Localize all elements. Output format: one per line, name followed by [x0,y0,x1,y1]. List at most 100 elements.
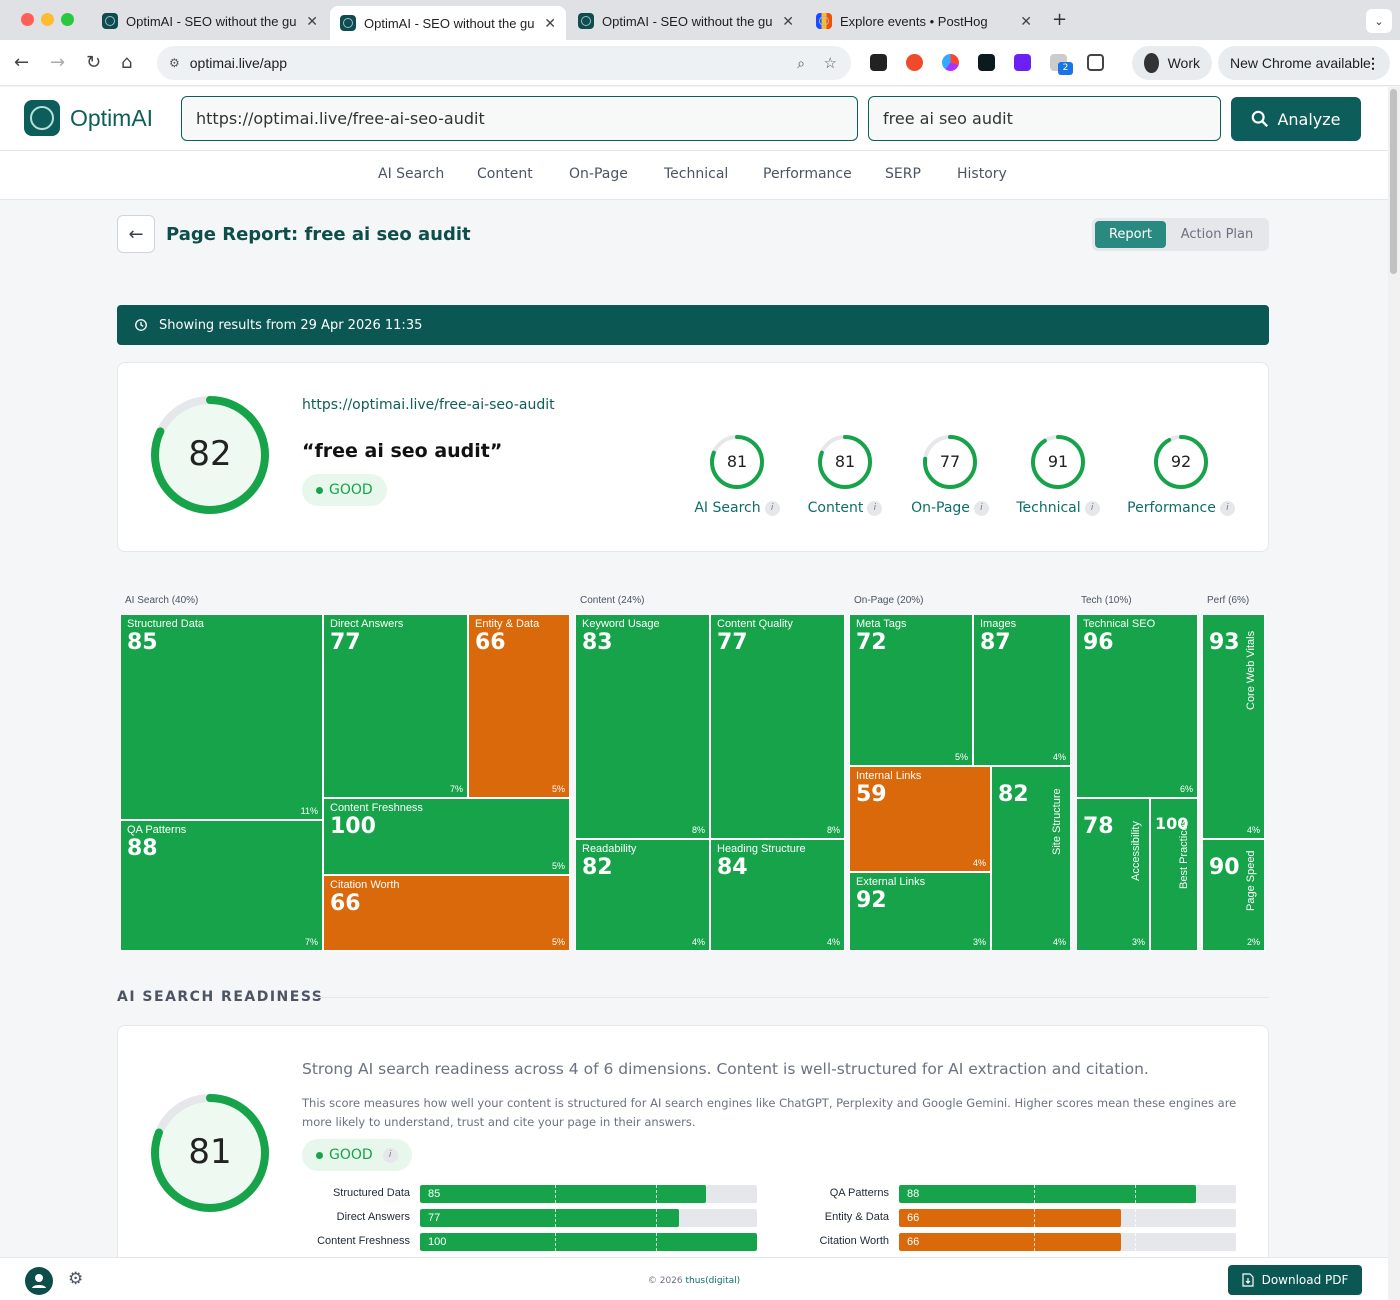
grade-badge: GOOD [302,474,387,506]
logo-text[interactable]: OptimAI [70,105,154,131]
treemap-cell-content-freshness[interactable]: Content Freshness 100 5% [323,798,570,875]
treemap-cell-qa-patterns[interactable]: QA Patterns 88 7% [120,820,323,951]
treemap-name: Direct Answers [330,618,404,630]
treemap-score: 87 [980,630,1011,655]
treemap-name: Content Quality [717,618,793,630]
treemap-cell-readability[interactable]: Readability 82 4% [575,839,710,951]
browser-tab[interactable]: OptimAI - SEO without the gu ✕ [92,6,328,36]
treemap-cell-images[interactable]: Images 87 4% [973,614,1071,766]
keyword-input[interactable]: free ai seo audit [868,96,1221,141]
info-icon[interactable]: i [1084,500,1100,516]
treemap-weight: 3% [1131,937,1145,947]
menu-kebab-icon[interactable]: ⋮ [1366,54,1380,71]
info-icon[interactable]: i [973,500,989,516]
dimension-fill [899,1209,1122,1227]
nav-history[interactable]: History [957,166,1007,182]
dimension-label: Citation Worth [819,1235,890,1247]
extension-purple-icon[interactable] [1014,54,1031,71]
treemap-cell-meta-tags[interactable]: Meta Tags 72 5% [849,614,973,766]
section-nav: AI Search Content On-Page Technical Perf… [0,151,1388,200]
treemap-cell-page-speed[interactable]: 90 Page Speed 2% [1202,839,1265,951]
reload-icon[interactable]: ↻ [86,52,102,73]
report-tab[interactable]: Report [1095,221,1166,248]
profile-button[interactable]: Work [1132,46,1212,80]
treemap-cell-external-links[interactable]: External Links 92 3% [849,872,991,951]
close-tab-icon[interactable]: ✕ [544,14,556,31]
extension-clickup-icon[interactable] [942,54,959,71]
back-button[interactable]: ← [117,215,155,253]
new-tab-icon[interactable]: + [1052,9,1068,30]
site-info-icon[interactable]: ⚙ [169,56,180,70]
info-icon[interactable]: i [382,1147,398,1163]
extension-robot-icon[interactable] [870,54,887,71]
nav-technical[interactable]: Technical [664,166,729,182]
treemap-cell-structured-data[interactable]: Structured Data 85 11% [120,614,323,820]
close-tab-icon[interactable]: ✕ [306,12,318,29]
close-tab-icon[interactable]: ✕ [782,12,794,29]
treemap-name: Content Freshness [330,802,423,814]
browser-tab-active[interactable]: OptimAI - SEO without the gu ✕ [330,6,566,40]
forward-arrow-icon[interactable]: → [50,52,66,73]
info-icon[interactable]: i [764,500,780,516]
overall-score: 82 [188,434,232,474]
bookmark-star-icon[interactable]: ☆ [823,55,837,72]
brand-link[interactable]: thus(digital) [685,1276,741,1286]
zoom-icon[interactable]: ⌕ [797,54,805,71]
extension-chatgpt-icon[interactable] [978,54,995,71]
treemap-cell-citation-worth[interactable]: Citation Worth 66 5% [323,875,570,951]
minimize-window-button[interactable] [41,13,54,26]
treemap-cell-technical-seo[interactable]: Technical SEO 96 6% [1076,614,1198,798]
treemap-cell-keyword-usage[interactable]: Keyword Usage 83 8% [575,614,710,839]
close-tab-icon[interactable]: ✕ [1020,12,1032,29]
treemap-cell-best-practices[interactable]: 100 Best Practices [1150,798,1198,951]
app-header: OptimAI https://optimai.live/free-ai-seo… [0,87,1388,151]
optimai-logo-icon[interactable] [24,100,60,136]
extensions-puzzle-icon[interactable] [1087,54,1104,71]
treemap-name: Structured Data [127,618,205,630]
treemap-cell-direct-answers[interactable]: Direct Answers 77 7% [323,614,468,798]
extension-plus-icon[interactable] [906,54,923,71]
analyze-button[interactable]: Analyze [1231,97,1361,141]
treemap-weight: 4% [826,937,840,947]
maximize-window-button[interactable] [61,13,74,26]
home-icon[interactable]: ⌂ [121,52,133,73]
browser-tab[interactable]: OptimAI - SEO without the gu ✕ [568,6,804,36]
settings-gear-icon[interactable]: ⚙ [68,1269,84,1289]
treemap-cell-internal-links[interactable]: Internal Links 59 4% [849,766,991,872]
page-title: Page Report: free ai seo audit [166,224,471,245]
status-dot-icon [316,1151,323,1159]
treemap-weight: 4% [691,937,705,947]
treemap-weight: 7% [304,937,318,947]
address-bar[interactable]: ⚙ optimai.live/app ⌕ ☆ [157,46,851,80]
nav-on-page[interactable]: On-Page [569,166,628,182]
nav-serp[interactable]: SERP [885,166,921,182]
url-input[interactable]: https://optimai.live/free-ai-seo-audit [181,96,858,141]
action-plan-tab[interactable]: Action Plan [1180,227,1254,242]
user-avatar-icon[interactable] [25,1267,53,1295]
chrome-update-button[interactable]: New Chrome available ⋮ [1218,46,1390,80]
page-scrollbar[interactable] [1388,87,1400,1300]
treemap-weight: 5% [551,861,565,871]
history-clock-icon [135,319,147,331]
treemap-cell-entity-data[interactable]: Entity & Data 66 5% [468,614,570,798]
nav-content[interactable]: Content [477,166,533,182]
nav-performance[interactable]: Performance [763,166,852,182]
treemap-cell-heading-structure[interactable]: Heading Structure 84 4% [710,839,845,951]
nav-ai-search[interactable]: AI Search [378,166,445,182]
close-window-button[interactable] [21,13,34,26]
browser-tab[interactable]: Explore events • PostHog ✕ [806,6,1042,36]
dimension-bar-structured-data: Structured Data 85 [333,1185,757,1203]
treemap-cell-accessibility[interactable]: 78 Accessibility 3% [1076,798,1150,951]
treemap-cell-core-web-vitals[interactable]: 93 Core Web Vitals 4% [1202,614,1265,839]
ai-headline: Strong AI search readiness across 4 of 6… [302,1060,1149,1078]
treemap-cell-content-quality[interactable]: Content Quality 77 8% [710,614,845,839]
treemap-cell-site-structure[interactable]: 82 Site Structure 4% [991,766,1071,951]
info-icon[interactable]: i [867,500,883,516]
tab-search-chevron-icon[interactable]: ⌄ [1366,9,1392,33]
scrollbar-thumb[interactable] [1390,89,1397,274]
info-icon[interactable]: i [1219,500,1235,516]
back-arrow-icon[interactable]: ← [14,52,30,73]
extension-badge: 2 [1058,62,1073,75]
download-pdf-button[interactable]: Download PDF [1228,1265,1362,1295]
report-url[interactable]: https://optimai.live/free-ai-seo-audit [302,397,555,413]
